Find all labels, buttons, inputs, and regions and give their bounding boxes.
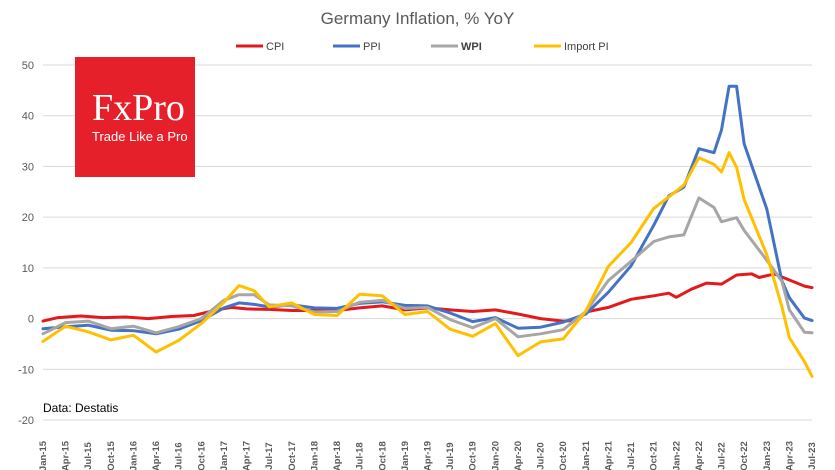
series-line [41,84,814,336]
y-tick-label: 0 [28,314,34,326]
x-tick-label: Oct-16 [196,441,207,470]
x-tick-label: Oct-20 [558,441,569,470]
x-tick-label: Jan-21 [581,440,592,470]
series-lines [41,84,814,378]
chart-title: Germany Inflation, % YoY [321,9,515,28]
legend-label: WPI [461,41,482,53]
legend-item: Import PI [534,41,609,53]
x-tick-label: Apr-21 [603,440,614,470]
x-tick-label: Apr-23 [784,441,795,470]
legend-item: PPI [333,41,381,53]
y-tick-label: 10 [22,263,34,275]
legend-label: Import PI [564,41,609,53]
x-tick-label: Jul-17 [264,442,275,469]
x-tick-label: Jul-15 [83,442,94,470]
x-tick-label: Jan-16 [128,441,139,470]
x-tick-label: Jan-17 [219,441,230,470]
x-tick-label: Jan-19 [400,441,411,470]
legend-item: WPI [431,41,482,53]
series-line [41,196,814,339]
x-tick-label: Jul-21 [626,442,637,470]
x-tick-label: Apr-16 [151,441,162,470]
x-tick-label: Jul-23 [807,442,818,469]
x-tick-label: Apr-20 [513,441,524,470]
series-line [41,272,814,323]
x-tick-label: Apr-18 [332,441,343,470]
logo-tagline: Trade Like a Pro [92,129,188,144]
x-axis: Jan-15 Apr-15 Jul-15 Oct-15 Jan-16 Apr-16 Jul-… [38,440,818,470]
x-tick-label: Apr-15 [61,440,72,470]
legend-label: CPI [266,41,284,53]
x-tick-label: Oct-22 [739,441,750,470]
logo-background [75,57,195,177]
grid [43,64,812,421]
y-tick-label: 50 [22,60,34,72]
x-tick-label: Jul-18 [355,442,366,469]
series-line [41,151,814,378]
legend-label: PPI [363,41,381,53]
y-tick-label: 30 [22,161,34,173]
y-tick-label: -10 [18,364,34,376]
x-tick-label: Oct-18 [377,441,388,470]
x-tick-label: Jul-19 [445,442,456,469]
x-tick-label: Jan-20 [490,441,501,470]
logo-brand: FxPro [92,87,185,129]
y-tick-label: 20 [22,212,34,224]
x-tick-label: Jan-22 [671,441,682,470]
x-tick-label: Oct-17 [287,441,298,470]
y-tick-label: 40 [22,111,34,123]
x-tick-label: Jul-22 [717,442,728,469]
x-tick-label: Oct-21 [649,441,660,470]
legend: CPI PPI WPI Import PI [236,41,609,53]
fxpro-logo: FxPro Trade Like a Pro [75,57,195,177]
y-axis: -20 -10 0 10 20 30 40 50 [18,60,34,427]
legend-item: CPI [236,41,284,53]
x-tick-label: Jan-15 [38,440,49,470]
x-tick-label: Apr-19 [423,441,434,470]
x-tick-label: Oct-19 [468,441,479,470]
x-tick-label: Apr-17 [242,441,253,470]
data-source: Data: Destatis [43,401,118,415]
x-tick-label: Apr-22 [694,441,705,470]
x-tick-label: Jan-18 [309,441,320,470]
x-tick-label: Oct-15 [106,441,117,470]
y-tick-label: -20 [18,415,34,427]
x-tick-label: Jul-20 [536,442,547,469]
x-tick-label: Jan-23 [762,441,773,470]
x-tick-label: Jul-16 [174,442,185,469]
